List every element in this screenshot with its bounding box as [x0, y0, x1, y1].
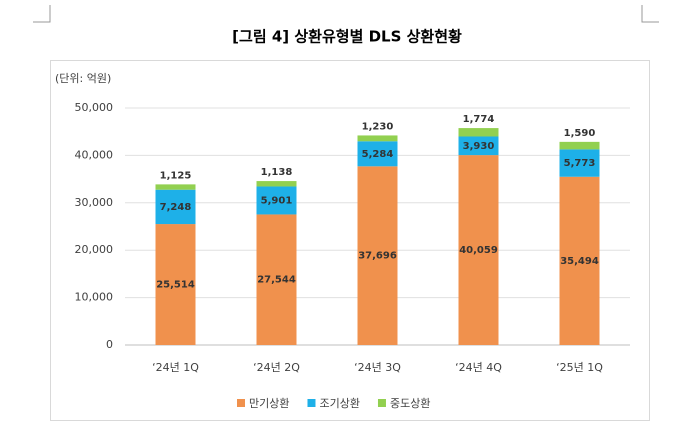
value-label: 25,514 — [156, 280, 195, 291]
x-tick-label: ‘24년 1Q — [152, 361, 199, 374]
bar-segment — [559, 176, 600, 345]
bar-segment — [458, 136, 499, 156]
bar-segment — [559, 141, 600, 150]
y-tick-label: 20,000 — [75, 243, 114, 256]
value-label: 1,125 — [160, 170, 192, 181]
bar-segment — [256, 214, 297, 345]
value-label: 27,544 — [257, 275, 296, 286]
bar-segment — [155, 189, 196, 225]
value-label: 40,059 — [459, 245, 498, 256]
value-label: 5,901 — [261, 195, 293, 206]
x-tick-label: ‘25년 1Q — [556, 361, 603, 374]
y-tick-label: 0 — [106, 338, 113, 351]
value-label: 1,774 — [463, 114, 495, 125]
bar-segment — [357, 135, 398, 142]
value-label: 5,284 — [362, 149, 394, 160]
bar-segment — [256, 181, 297, 187]
legend-swatch — [307, 399, 316, 407]
value-label: 1,590 — [564, 128, 596, 139]
value-label: 7,248 — [160, 202, 192, 213]
x-tick-label: ‘24년 2Q — [253, 361, 300, 374]
bar-segment — [559, 149, 600, 177]
y-tick-label: 30,000 — [75, 196, 114, 209]
chart-title: [그림 4] 상환유형별 DLS 상환현황 — [232, 28, 462, 46]
value-label: 1,138 — [261, 167, 293, 178]
legend-label: 중도상환 — [390, 397, 430, 410]
legend-swatch — [377, 399, 386, 407]
legend-label: 조기상환 — [319, 397, 359, 410]
bar-segment — [458, 155, 499, 345]
value-label: 35,494 — [560, 256, 599, 267]
legend-label: 만기상환 — [249, 397, 289, 410]
bar-segment — [357, 166, 398, 345]
crop-marks — [33, 5, 659, 23]
x-tick-label: ‘24년 3Q — [354, 361, 401, 374]
value-label: 5,773 — [564, 158, 596, 169]
y-tick-label: 40,000 — [75, 148, 114, 161]
chart-frame — [50, 60, 650, 421]
bar-segment — [458, 128, 499, 137]
bar-segment — [357, 141, 398, 167]
bar-segment — [256, 186, 297, 215]
y-tick-label: 10,000 — [75, 291, 114, 304]
y-tick-label: 50,000 — [75, 101, 114, 114]
value-label: 3,930 — [463, 141, 495, 152]
bar-segment — [155, 224, 196, 345]
value-label: 1,230 — [362, 121, 394, 132]
value-label: 37,696 — [358, 251, 397, 262]
bar-segment — [155, 184, 196, 190]
x-tick-label: ‘24년 4Q — [455, 361, 502, 374]
legend-swatch — [237, 399, 245, 407]
unit-label: (단위: 억원) — [55, 72, 111, 85]
